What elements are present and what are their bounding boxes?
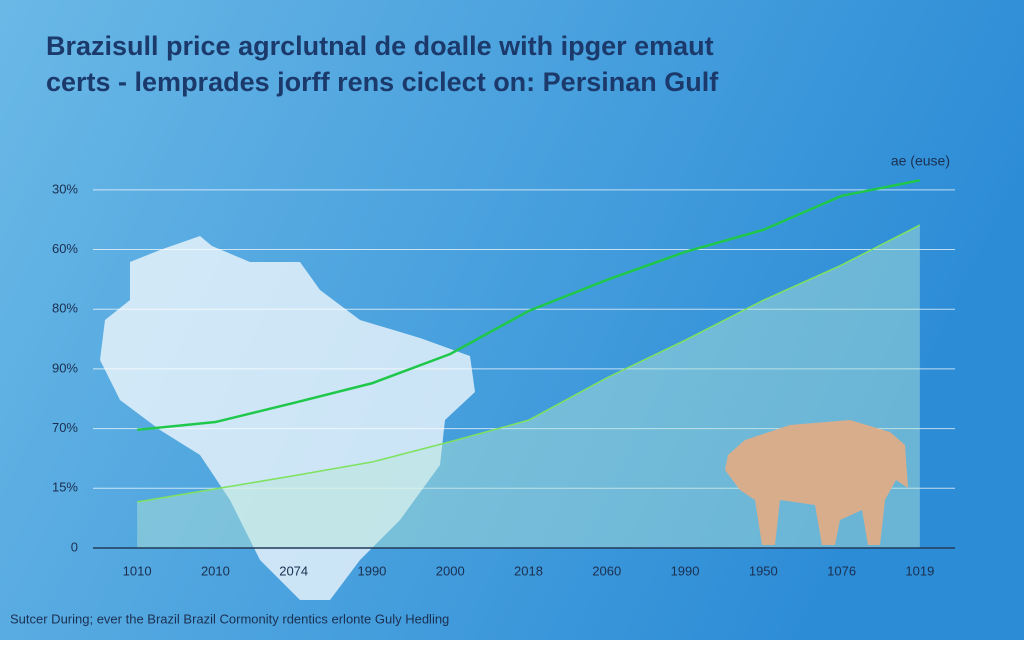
y-tick-label: 15% (52, 480, 78, 495)
line (137, 179, 921, 432)
y-tick-label: 0 (71, 539, 78, 554)
area (137, 225, 920, 548)
annotation: ae (euse) (891, 153, 950, 169)
y-tick-label: 90% (52, 360, 78, 375)
area-line (137, 224, 921, 503)
x-tick-label: 1010 (123, 563, 152, 578)
x-tick-label: 2010 (201, 563, 230, 578)
x-tick-label: 2000 (436, 563, 465, 578)
brazil-map (100, 236, 475, 600)
x-tick-label: 1019 (905, 563, 934, 578)
x-tick-label: 1950 (749, 563, 778, 578)
pig-illustration (725, 420, 908, 545)
footer: Sutcer During; ever the Brazil Brazil Co… (10, 611, 449, 626)
chart-title: Brazisull price agrclutnal de doalle wit… (46, 31, 714, 61)
x-tick-label: 2074 (279, 563, 308, 578)
x-tick-label: 2060 (592, 563, 621, 578)
y-tick-label: 30% (52, 181, 78, 196)
x-tick-label: 1990 (671, 563, 700, 578)
y-tick-label: 80% (52, 301, 78, 316)
x-tick-label: 1990 (357, 563, 386, 578)
x-tick-label: 2018 (514, 563, 543, 578)
chart-title: certs - lemprades jorff rens ciclect on:… (46, 67, 719, 97)
y-tick-label: 60% (52, 241, 78, 256)
x-tick-label: 1076 (827, 563, 856, 578)
y-tick-label: 70% (52, 420, 78, 435)
